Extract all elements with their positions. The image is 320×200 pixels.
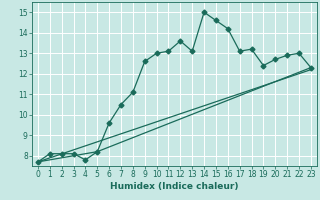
X-axis label: Humidex (Indice chaleur): Humidex (Indice chaleur)	[110, 182, 239, 191]
